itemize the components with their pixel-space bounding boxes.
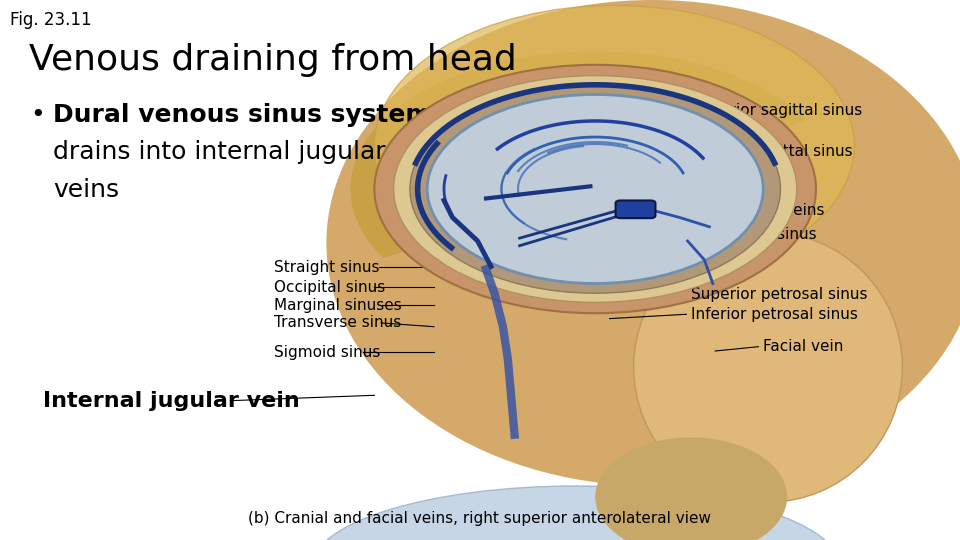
Ellipse shape (326, 0, 960, 486)
Text: drains into internal jugular: drains into internal jugular (53, 140, 385, 164)
Circle shape (374, 65, 816, 313)
Ellipse shape (374, 5, 854, 286)
Text: veins: veins (53, 178, 119, 202)
Ellipse shape (634, 232, 902, 502)
Circle shape (410, 85, 780, 293)
Text: Occipital sinus: Occipital sinus (274, 280, 385, 295)
Circle shape (394, 76, 797, 302)
Text: •: • (31, 103, 45, 126)
Text: Venous draining from head: Venous draining from head (29, 43, 516, 77)
Text: Ophthalmic veins: Ophthalmic veins (691, 203, 825, 218)
Ellipse shape (312, 486, 840, 540)
Text: Inferior petrosal sinus: Inferior petrosal sinus (691, 307, 858, 322)
Wedge shape (350, 51, 807, 258)
Text: Inferior sagittal sinus: Inferior sagittal sinus (691, 144, 852, 159)
Ellipse shape (595, 437, 787, 540)
Text: Sigmoid sinus: Sigmoid sinus (274, 345, 380, 360)
Text: Fig. 23.11: Fig. 23.11 (10, 11, 91, 29)
Text: Straight sinus: Straight sinus (274, 260, 379, 275)
Text: Internal jugular vein: Internal jugular vein (43, 390, 300, 411)
Text: Superior sagittal sinus: Superior sagittal sinus (691, 103, 862, 118)
Text: Cavernous sinus: Cavernous sinus (691, 227, 817, 242)
Text: Transverse sinus: Transverse sinus (274, 315, 401, 330)
Text: Facial vein: Facial vein (763, 339, 844, 354)
Text: Dural venous sinus system: Dural venous sinus system (53, 103, 431, 126)
Circle shape (427, 94, 763, 284)
Text: (b) Cranial and facial veins, right superior anterolateral view: (b) Cranial and facial veins, right supe… (249, 511, 711, 526)
Text: Superior petrosal sinus: Superior petrosal sinus (691, 287, 868, 302)
Text: Marginal sinuses: Marginal sinuses (274, 298, 401, 313)
FancyBboxPatch shape (615, 200, 656, 218)
